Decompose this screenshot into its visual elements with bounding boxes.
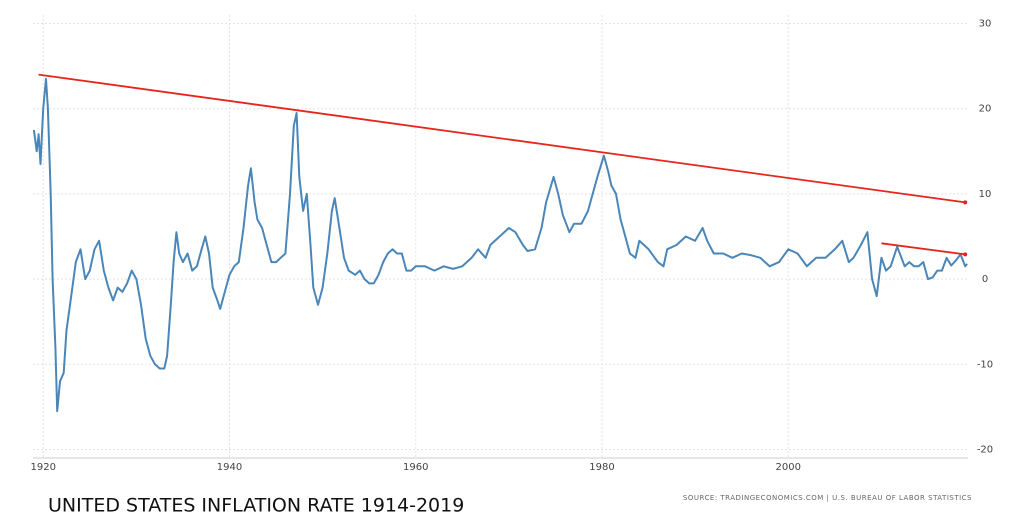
x-tick-label: 1960 <box>403 462 428 473</box>
y-tick-label: 30 <box>979 19 992 30</box>
trend-end <box>963 252 968 257</box>
x-tick-label: 1920 <box>31 462 56 473</box>
y-tick-label: -20 <box>977 444 993 455</box>
series-line <box>32 77 968 413</box>
chart-title: UNITED STATES INFLATION RATE 1914-2019 <box>48 495 464 517</box>
y-tick-label: -10 <box>977 359 993 370</box>
x-tick-label: 1980 <box>589 462 614 473</box>
trend-end <box>963 200 968 205</box>
trend-line <box>38 73 966 204</box>
x-tick-label: 2000 <box>776 462 801 473</box>
source: SOURCE: TRADINGECONOMICS.COM | U.S. BURE… <box>683 494 972 502</box>
y-tick-label: 0 <box>982 274 988 285</box>
y-tick-label: 10 <box>979 189 992 200</box>
y-tick-label: 20 <box>979 104 992 115</box>
x-tick-label: 1940 <box>217 462 242 473</box>
trend-line <box>881 242 966 256</box>
